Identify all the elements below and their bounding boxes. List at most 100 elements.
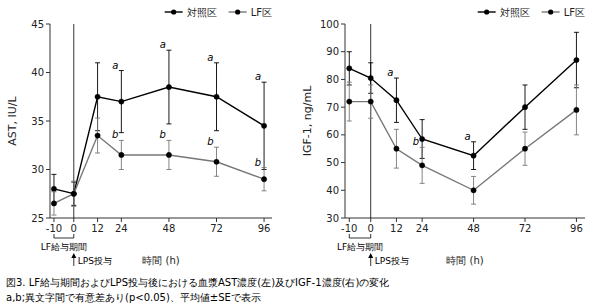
legend-marker [171, 9, 176, 14]
bracket-line [54, 238, 74, 239]
marker [347, 99, 352, 104]
error-bar [471, 176, 476, 204]
y-tick [46, 169, 50, 170]
significance-label: a [464, 131, 470, 142]
error-bar [394, 78, 399, 122]
error-bar-cap [394, 78, 399, 79]
reference-line [73, 24, 74, 218]
error-bar-cap [71, 206, 76, 207]
series-line [54, 87, 264, 194]
x-tick [370, 218, 371, 222]
marker [95, 94, 100, 99]
error-bar-cap [471, 176, 476, 177]
y-tick-label: 40 [31, 67, 44, 78]
error-bar-cap [214, 147, 219, 148]
period-bracket [54, 234, 74, 238]
error-bar-cap [471, 141, 476, 142]
series-line [349, 102, 576, 191]
x-tick-label: 12 [91, 223, 104, 234]
y-tick-label: 100 [320, 19, 339, 30]
bracket-end [53, 234, 54, 238]
error-bar-cap [119, 140, 124, 141]
y-axis-label: AST, IU/L [6, 95, 19, 145]
error-bar-cap [420, 183, 425, 184]
significance-label: b [112, 129, 118, 140]
x-tick-label: 72 [210, 223, 223, 234]
error-bar [368, 85, 373, 118]
legend-label: LF区 [564, 7, 585, 18]
marker [51, 186, 56, 191]
significance-label: a [207, 52, 213, 63]
marker [214, 94, 219, 99]
error-bar-cap [523, 84, 528, 85]
error-bar-cap [51, 191, 56, 192]
error-bar-cap [347, 51, 352, 52]
x-tick-label: 72 [519, 223, 532, 234]
y-tick-label: 25 [31, 213, 44, 224]
plot-area [347, 24, 579, 218]
error-bar [523, 85, 528, 129]
error-bar-cap [471, 204, 476, 205]
significance-label: a [387, 67, 393, 78]
error-bar-cap [394, 168, 399, 169]
error-bar-cap [95, 153, 100, 154]
marker [574, 107, 579, 112]
x-tick-label: 0 [368, 223, 374, 234]
event-label: LPS投与 [78, 256, 112, 266]
x-tick-label: 12 [390, 223, 403, 234]
significance-label: b [255, 157, 261, 168]
error-bar-cap [523, 132, 528, 133]
y-tick [341, 162, 345, 163]
marker [368, 99, 373, 104]
y-tick [46, 24, 50, 25]
error-bar-cap [119, 132, 124, 133]
marker [71, 191, 76, 196]
error-bar-cap [51, 215, 56, 216]
error-bar-cap [368, 62, 373, 63]
marker [420, 163, 425, 168]
legend-marker [484, 9, 489, 14]
x-tick [97, 218, 98, 222]
arrow-head [71, 253, 76, 258]
plot-area [51, 24, 266, 218]
y-tick-label: 45 [31, 19, 44, 30]
error-bar [420, 147, 425, 183]
y-tick-label: 80 [326, 74, 339, 85]
marker [261, 123, 266, 128]
error-bar-cap [523, 129, 528, 130]
bracket-end [370, 234, 371, 238]
error-bar-cap [166, 169, 171, 170]
error-bar [574, 32, 579, 87]
bracket-end [73, 234, 74, 238]
error-bar-cap [95, 62, 100, 63]
period-label: LF給与期間 [337, 242, 383, 252]
x-tick [422, 218, 423, 222]
significance-label: b [160, 129, 166, 140]
marker [471, 153, 476, 158]
x-tick-label: -10 [341, 223, 357, 234]
y-tick [341, 218, 345, 219]
marker [522, 105, 527, 110]
figure: 2530354045-1001224487296AST, IU/L時間 (h)a… [0, 0, 595, 307]
error-bar [347, 82, 352, 121]
x-tick [264, 218, 265, 222]
marker [166, 152, 171, 157]
error-bar-cap [262, 167, 267, 168]
x-tick [53, 218, 54, 222]
x-axis-label: 時間 (h) [446, 255, 483, 266]
y-tick-label: 30 [31, 164, 44, 175]
error-bar-cap [394, 129, 399, 130]
error-bar-cap [119, 169, 124, 170]
error-bar-cap [214, 130, 219, 131]
error-bar [262, 168, 267, 191]
x-tick [349, 218, 350, 222]
error-bar-cap [420, 119, 425, 120]
y-tick-label: 70 [326, 102, 339, 113]
x-axis-line [50, 218, 272, 219]
x-axis-label: 時間 (h) [142, 255, 179, 266]
period-label: LF給与期間 [41, 242, 87, 252]
error-bar-cap [262, 190, 267, 191]
error-bar [119, 140, 124, 169]
error-bar-cap [119, 70, 124, 71]
error-bar [574, 85, 579, 135]
